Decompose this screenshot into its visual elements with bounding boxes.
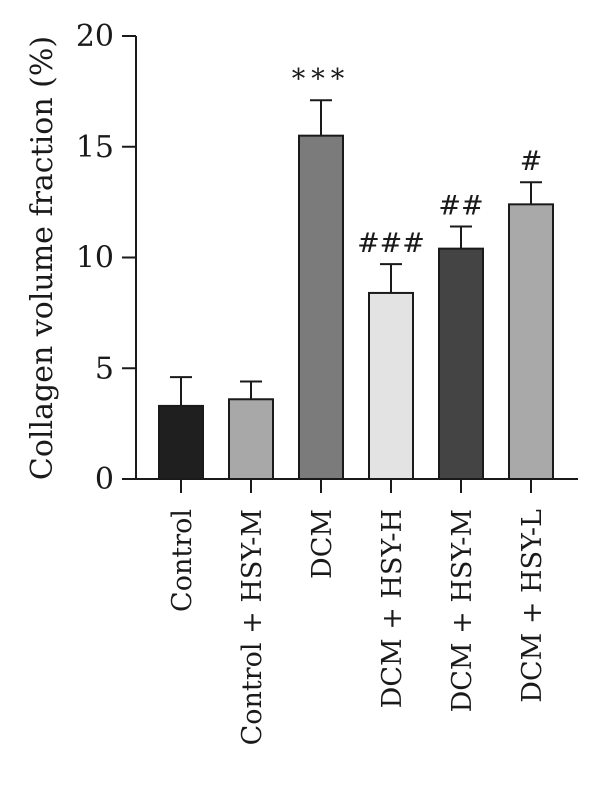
bar xyxy=(368,291,414,480)
y-tick-label: 5 xyxy=(95,351,114,386)
significance-label: ## xyxy=(438,190,483,221)
bar xyxy=(228,398,274,481)
x-tick-label: Control + HSY-M xyxy=(237,509,268,745)
significance-label: # xyxy=(520,146,543,177)
y-tick-label: 20 xyxy=(76,19,114,54)
x-tick-label: DCM + HSY-L xyxy=(517,509,548,703)
x-tick-label: DCM + HSY-M xyxy=(447,509,478,712)
bar xyxy=(508,203,554,480)
x-tick-label: DCM + HSY-H xyxy=(377,509,408,708)
x-ticks: Control Control + HSY-M DCM DCM + HSY-H DCM … xyxy=(167,479,548,745)
x-tick-label: Control xyxy=(167,509,198,612)
y-tick-label: 0 xyxy=(95,462,114,497)
y-tick-label: 10 xyxy=(76,241,114,276)
x-tick-label: DCM xyxy=(307,509,338,579)
bar xyxy=(438,247,484,480)
y-ticks: 0 5 10 15 20 xyxy=(76,19,136,497)
bar xyxy=(298,134,344,481)
significance-label: *** xyxy=(292,64,351,95)
bar xyxy=(158,404,204,480)
bars: ***###### xyxy=(158,64,554,481)
y-axis-label: Collagen volume fraction (%) xyxy=(25,36,60,480)
y-tick-label: 15 xyxy=(76,130,114,165)
significance-label: ### xyxy=(357,228,425,259)
